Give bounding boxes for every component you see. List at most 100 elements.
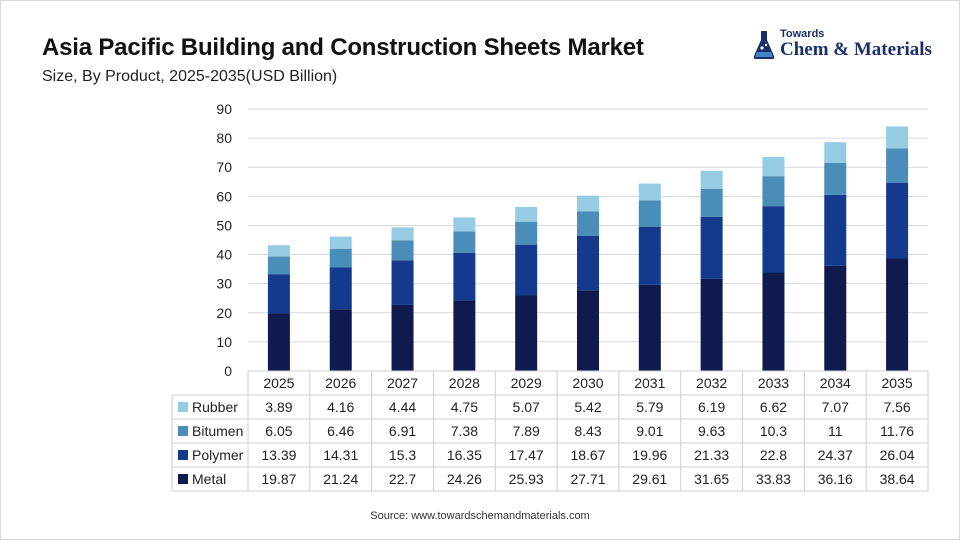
bar-segment-metal (267, 313, 290, 371)
bar-segment-bitumen (391, 240, 414, 261)
table-cell-value: 18.67 (570, 447, 605, 463)
table-cell-value: 11 (828, 423, 843, 439)
brand-logo: Towards Chem & Materials (752, 28, 932, 62)
y-tick-label: 80 (216, 130, 232, 146)
source-note: Source: www.towardschemandmaterials.com (370, 510, 590, 522)
x-tick-label: 2035 (882, 375, 913, 391)
table-cell-value: 4.44 (389, 399, 416, 415)
table-cell-value: 15.3 (389, 447, 416, 463)
table-cell-value: 10.3 (760, 423, 787, 439)
legend-label-rubber: Rubber (192, 399, 238, 415)
y-tick-label: 50 (216, 217, 232, 233)
table-cell-value: 5.07 (513, 399, 540, 415)
table-cell-value: 3.89 (265, 399, 292, 415)
table-cell-value: 7.38 (451, 423, 478, 439)
bar-segment-metal (453, 300, 476, 371)
bar-segment-bitumen (267, 256, 290, 275)
bar-segment-rubber (329, 236, 352, 249)
bar-segment-rubber (886, 126, 909, 149)
table-cell-value: 7.07 (822, 399, 849, 415)
chart-title: Asia Pacific Building and Construction S… (42, 34, 644, 61)
table-cell-value: 14.31 (323, 447, 358, 463)
x-tick-label: 2026 (325, 375, 356, 391)
table-cell-value: 24.26 (447, 471, 482, 487)
bar-segment-bitumen (515, 221, 538, 245)
table-cell-value: 26.04 (880, 447, 915, 463)
table-cell-value: 6.91 (389, 423, 416, 439)
bar-segment-metal (391, 304, 414, 371)
x-tick-label: 2027 (387, 375, 418, 391)
y-tick-label: 20 (216, 305, 232, 321)
table-cell-value: 5.42 (574, 399, 601, 415)
bar-segment-polymer (577, 235, 599, 291)
y-tick-label: 90 (216, 101, 232, 117)
x-tick-label: 2025 (263, 375, 294, 391)
chart-subtitle: Size, By Product, 2025-2035(USD Billion) (42, 68, 338, 85)
table-cell-value: 9.01 (636, 423, 663, 439)
legend-label-polymer: Polymer (192, 447, 244, 463)
legend-swatch-polymer (178, 450, 188, 460)
legend-swatch-metal (178, 474, 188, 484)
bar-segment-rubber (824, 142, 847, 163)
bar-segment-metal (886, 258, 909, 371)
flask-icon (753, 31, 775, 59)
bar-segment-rubber (391, 227, 414, 241)
bar-segment-metal (329, 309, 352, 371)
table-cell-value: 22.7 (389, 471, 416, 487)
bar-segment-metal (577, 290, 599, 371)
bar-segment-rubber (577, 195, 599, 212)
table-cell-value: 4.75 (451, 399, 478, 415)
table-cell-value: 13.39 (261, 447, 296, 463)
legend-swatch-bitumen (178, 426, 188, 436)
table-cell-value: 7.56 (883, 399, 910, 415)
bar-segment-rubber (700, 170, 723, 189)
bar-segment-polymer (515, 244, 538, 296)
x-tick-label: 2032 (696, 375, 727, 391)
bar-segment-bitumen (824, 162, 847, 195)
table-cell-value: 29.61 (632, 471, 667, 487)
bar-segment-polymer (391, 260, 414, 305)
bar-segment-bitumen (638, 200, 661, 227)
bar-segment-polymer (700, 216, 723, 279)
table-cell-value: 19.87 (261, 471, 296, 487)
y-tick-label: 40 (216, 247, 232, 263)
bar-segment-bitumen (329, 248, 352, 268)
table-cell-value: 27.71 (570, 471, 605, 487)
table-cell-value: 31.65 (694, 471, 729, 487)
bar-segment-bitumen (700, 188, 723, 217)
bar-segment-bitumen (453, 231, 476, 253)
table-cell-value: 11.76 (880, 423, 914, 439)
table-cell-value: 6.19 (698, 399, 725, 415)
bar-segment-metal (762, 272, 785, 371)
table-cell-value: 8.43 (574, 423, 601, 439)
legend-label-metal: Metal (192, 471, 226, 487)
y-tick-label: 60 (216, 188, 232, 204)
bar-segment-bitumen (577, 211, 599, 236)
table-cell-value: 21.33 (694, 447, 729, 463)
table-cell-value: 19.96 (632, 447, 667, 463)
bar-segment-polymer (638, 226, 661, 285)
x-tick-label: 2034 (820, 375, 851, 391)
y-tick-label: 70 (216, 159, 232, 175)
x-tick-label: 2028 (449, 375, 480, 391)
table-cell-value: 17.47 (509, 447, 544, 463)
table-cell-value: 6.46 (327, 423, 354, 439)
table-cell-value: 5.79 (636, 399, 663, 415)
y-tick-label: 0 (224, 363, 232, 379)
bar-segment-polymer (886, 182, 909, 259)
bar-segment-polymer (329, 267, 352, 310)
bar-segment-rubber (638, 183, 661, 201)
bar-segment-polymer (267, 274, 290, 314)
bar-segment-rubber (515, 206, 538, 222)
table-cell-value: 4.16 (327, 399, 354, 415)
table-cell-value: 22.8 (760, 447, 787, 463)
table-cell-value: 6.62 (760, 399, 787, 415)
bar-segment-metal (638, 284, 661, 371)
table-cell-value: 21.24 (323, 471, 358, 487)
logo-small-text: Towards (780, 28, 825, 40)
bar-segment-polymer (762, 206, 785, 273)
table-cell-value: 36.16 (818, 471, 853, 487)
bar-segment-metal (700, 278, 723, 371)
table-cell-value: 25.93 (509, 471, 544, 487)
